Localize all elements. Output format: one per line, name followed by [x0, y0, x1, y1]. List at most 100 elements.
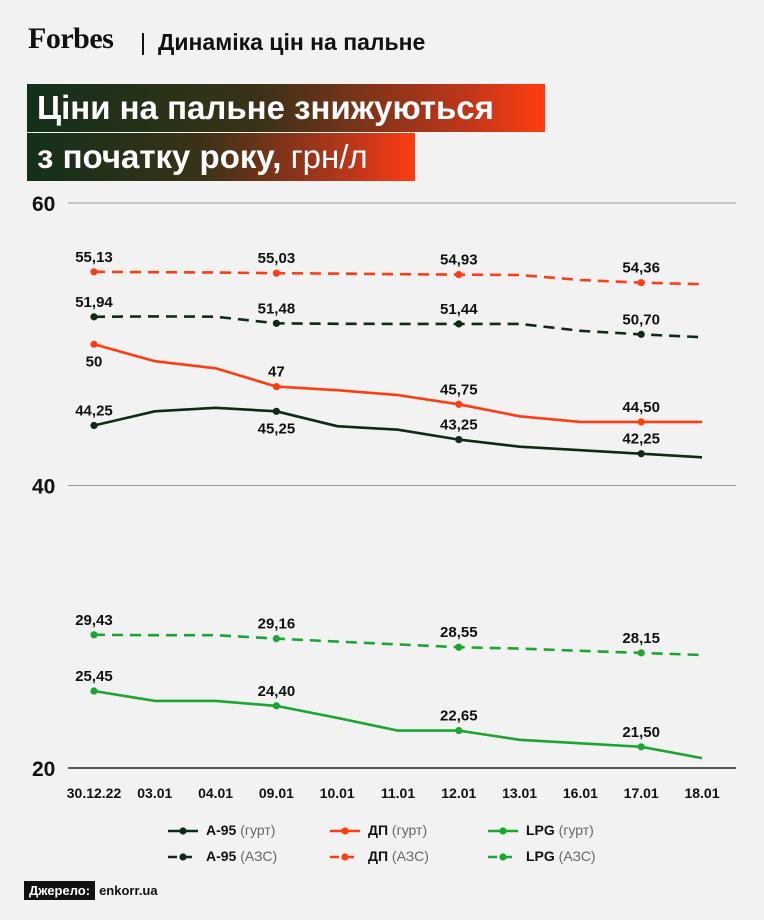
legend-qualifier: (АЗС): [388, 848, 429, 864]
legend-label: ДП: [368, 848, 389, 864]
data-point-lpg_wholesale: [455, 726, 463, 735]
data-label-a95_azs: 51,44: [440, 301, 478, 318]
page-subtitle: Динаміка цін на пальне: [158, 29, 426, 55]
legend-marker-lpg_wholesale: [499, 827, 507, 835]
data-label-lpg_wholesale: 24,40: [258, 683, 296, 700]
data-label-a95_azs: 51,94: [75, 294, 113, 311]
data-point-dp_wholesale: [637, 418, 645, 426]
legend-item-lpg_azs: LPG (АЗС): [526, 848, 596, 864]
legend-qualifier: (АЗС): [236, 848, 278, 864]
legend-qualifier: (гурт): [236, 822, 276, 838]
data-label-a95_wholesale: 43,25: [440, 417, 478, 434]
y-tick-label: 40: [32, 476, 55, 499]
data-point-lpg_wholesale: [637, 743, 645, 751]
data-point-lpg_azs: [455, 643, 463, 651]
data-label-lpg_azs: 29,43: [75, 612, 113, 629]
legend-item-lpg_wholesale: LPG (гурт): [526, 822, 594, 838]
source-value: enkorr.ua: [99, 883, 158, 898]
data-point-a95_wholesale: [272, 407, 280, 415]
data-point-a95_azs: [455, 320, 463, 328]
x-tick-label: 30.12.22: [67, 785, 122, 801]
legend-marker-dp_azs: [341, 853, 349, 861]
chart-title-line-1: Ціни на пальне знижуються: [27, 84, 545, 132]
legend-item-dp_azs: ДП (АЗС): [368, 848, 429, 864]
x-tick-label: 17.01: [624, 785, 659, 801]
legend-qualifier: (гурт): [388, 822, 428, 838]
source-note: Джерело: enkorr.ua: [24, 880, 158, 902]
series-line-a95_wholesale: [93, 406, 703, 459]
series-line-dp_wholesale: [93, 343, 702, 424]
chart-unit: грн/л: [290, 138, 368, 175]
chart-title-text-1: Ціни на пальне знижуються: [37, 89, 494, 126]
legend-marker-lpg_azs: [499, 853, 507, 861]
data-point-a95_azs: [90, 313, 98, 321]
data-point-dp_wholesale: [90, 340, 98, 348]
forbes-logo: Forbes: [28, 22, 114, 55]
legend-label: А-95: [206, 822, 237, 838]
y-tick-label: 60: [32, 193, 55, 216]
data-point-dp_wholesale: [455, 400, 463, 408]
header-divider: [142, 33, 144, 55]
y-tick-label: 20: [32, 758, 55, 781]
series-line-a95_azs: [93, 315, 703, 339]
data-point-lpg_wholesale: [90, 687, 98, 695]
legend-item-a95_azs: А-95 (АЗС): [206, 848, 277, 864]
data-point-dp_azs: [90, 268, 98, 276]
legend-label: LPG: [526, 822, 555, 838]
data-label-a95_azs: 50,70: [622, 311, 660, 328]
data-point-lpg_azs: [272, 635, 280, 643]
series-line-lpg_azs: [93, 633, 703, 657]
data-point-lpg_azs: [637, 649, 645, 657]
data-point-a95_azs: [637, 330, 645, 338]
data-point-dp_azs: [272, 269, 280, 277]
legend-qualifier: (гурт): [554, 822, 594, 838]
legend-label: LPG: [526, 848, 555, 864]
x-tick-label: 10.01: [320, 785, 355, 801]
data-label-a95_wholesale: 42,25: [622, 431, 660, 448]
data-point-a95_azs: [272, 319, 280, 327]
data-label-dp_wholesale: 50: [86, 353, 103, 370]
data-label-a95_azs: 51,48: [258, 300, 296, 317]
data-label-dp_wholesale: 47: [268, 364, 285, 381]
data-point-a95_wholesale: [455, 435, 463, 444]
data-label-lpg_wholesale: 22,65: [440, 708, 478, 725]
series-line-dp_azs: [93, 270, 703, 286]
data-label-dp_wholesale: 45,75: [440, 381, 478, 398]
data-point-a95_wholesale: [90, 421, 98, 430]
chart-title-text-2: з початку року,: [37, 138, 282, 175]
data-label-dp_azs: 55,13: [75, 249, 113, 266]
legend-label: А-95: [206, 848, 237, 864]
data-label-dp_azs: 54,36: [622, 260, 660, 277]
data-label-a95_wholesale: 44,25: [75, 402, 113, 419]
data-label-a95_wholesale: 45,25: [258, 420, 296, 437]
data-label-lpg_wholesale: 25,45: [75, 668, 113, 685]
x-tick-label: 04.01: [198, 785, 233, 801]
data-label-lpg_wholesale: 21,50: [622, 724, 660, 741]
data-point-dp_azs: [637, 279, 645, 287]
data-label-dp_azs: 54,93: [440, 252, 478, 269]
data-point-lpg_azs: [90, 631, 98, 639]
data-point-lpg_wholesale: [272, 702, 280, 710]
data-label-lpg_azs: 29,16: [258, 616, 296, 633]
series-line-lpg_wholesale: [93, 689, 703, 760]
data-point-dp_wholesale: [272, 383, 280, 391]
legend-item-dp_wholesale: ДП (гурт): [368, 822, 427, 838]
source-label: Джерело:: [24, 881, 96, 900]
legend-qualifier: (АЗС): [554, 848, 596, 864]
x-tick-label: 11.01: [381, 785, 415, 801]
legend-marker-a95_azs: [179, 853, 187, 861]
data-point-a95_wholesale: [637, 450, 645, 458]
data-label-dp_wholesale: 44,50: [622, 399, 660, 416]
data-label-lpg_azs: 28,55: [440, 624, 478, 641]
x-tick-label: 12.01: [441, 785, 476, 801]
data-point-dp_azs: [455, 271, 463, 279]
x-tick-label: 13.01: [502, 785, 537, 801]
legend-marker-a95_wholesale: [179, 827, 187, 835]
x-tick-label: 09.01: [259, 785, 294, 801]
legend-marker-dp_wholesale: [341, 827, 349, 835]
x-tick-label: 16.01: [563, 785, 598, 801]
data-label-lpg_azs: 28,15: [622, 630, 660, 647]
legend-label: ДП: [368, 822, 389, 838]
chart-title-line-2: з початку року, грн/л: [27, 133, 415, 181]
